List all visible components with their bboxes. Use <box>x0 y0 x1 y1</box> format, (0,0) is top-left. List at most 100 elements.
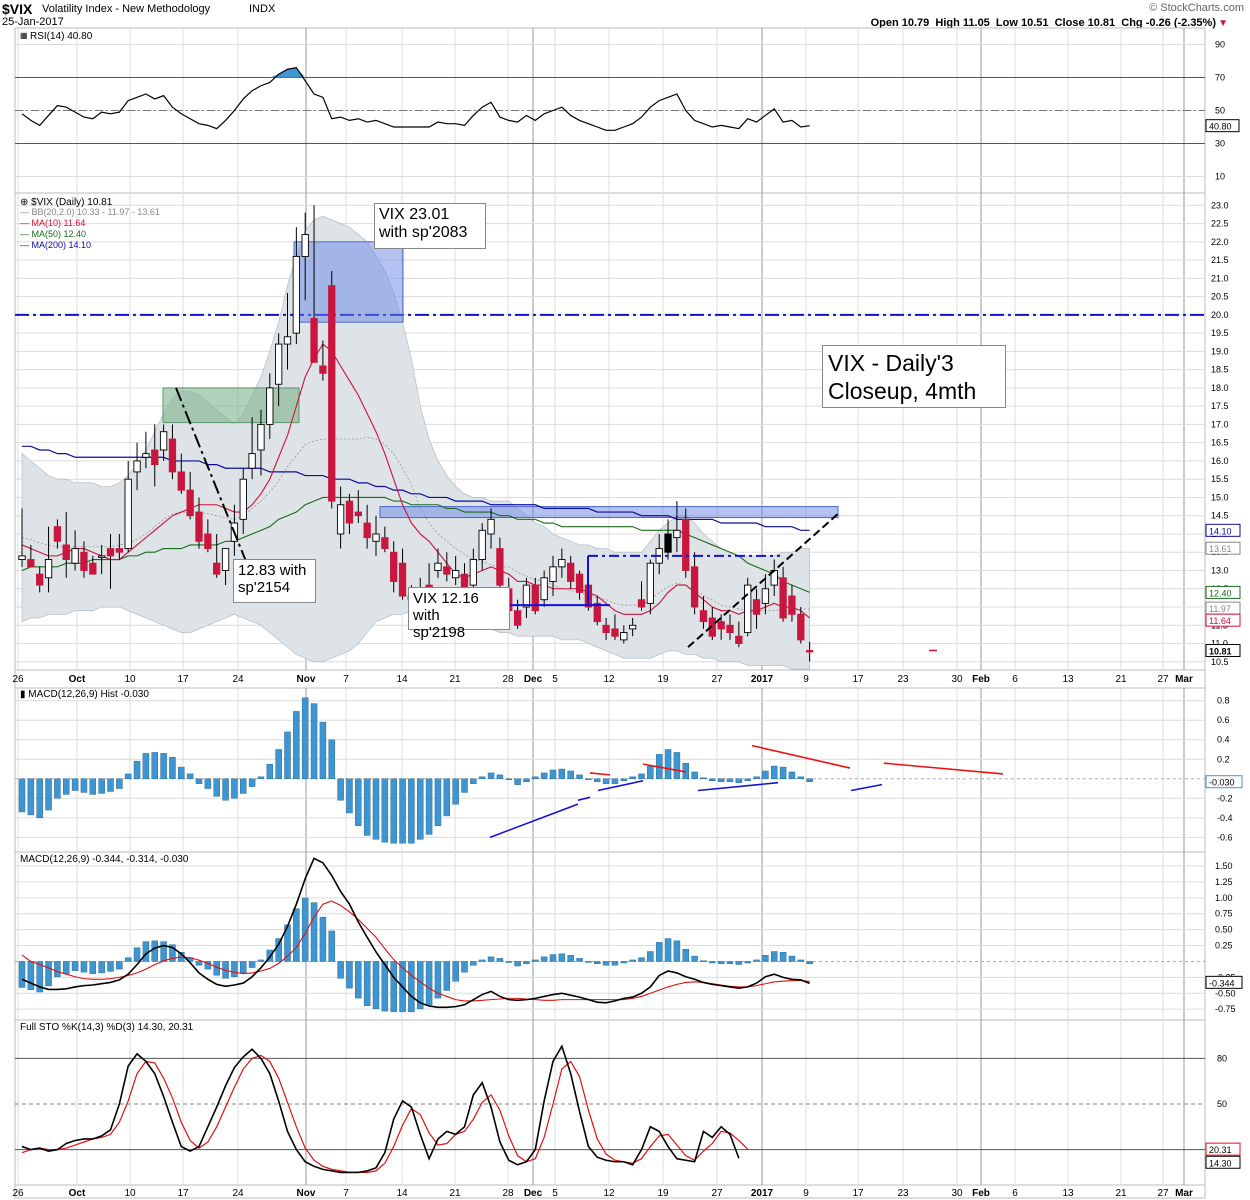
rsi-tick: 70 <box>1215 73 1225 83</box>
macd-tick: -0.75 <box>1215 1004 1236 1014</box>
macd-hist-bar <box>257 776 265 780</box>
price-tick: 18.0 <box>1211 383 1229 393</box>
macd-panel-hist-bar <box>461 961 468 973</box>
candle-body <box>115 548 124 553</box>
macd-panel-hist-bar <box>63 961 70 974</box>
candle-body <box>142 453 150 458</box>
hist-divergence-red <box>589 772 611 776</box>
macd-panel-hist-bar <box>788 955 796 962</box>
macd-panel-hist-bar <box>319 916 327 962</box>
ma200-label: — MA(200) 14.10 <box>20 240 91 250</box>
macd-panel-hist-bar <box>806 961 813 964</box>
candle-body <box>159 431 168 451</box>
macd-value-tag-box <box>1205 975 1243 989</box>
price-value-tag: 11.97 <box>1209 604 1231 614</box>
macd-hist-bar <box>594 778 601 782</box>
candle-body <box>62 544 70 560</box>
price-tick: 17.5 <box>1211 401 1229 411</box>
candle-body <box>53 526 62 542</box>
price-value-tag-box <box>1205 613 1241 627</box>
candle-body <box>593 602 601 623</box>
x-label-bottom: Mar <box>1175 1188 1193 1199</box>
macd-hist-bar <box>664 749 672 780</box>
ma50-label: — MA(50) 12.40 <box>20 229 86 239</box>
price-tick: 14.5 <box>1211 511 1229 521</box>
x-label-bottom: 7 <box>343 1188 349 1199</box>
candle-body <box>133 460 141 473</box>
x-label-bottom: 19 <box>657 1188 669 1199</box>
macd-hist-bar <box>36 778 43 819</box>
x-label-bottom: 21 <box>1115 1188 1127 1199</box>
x-label-bottom: Nov <box>297 1188 316 1199</box>
macd-panel-hist-bar <box>169 944 176 962</box>
macd-hist-bar <box>771 765 778 780</box>
macd-hist-bar <box>523 778 530 782</box>
candle-body <box>761 588 770 604</box>
rsi-tick: 50 <box>1215 106 1225 116</box>
macd-panel-hist-bar <box>107 961 114 972</box>
candle-body <box>213 562 221 575</box>
macd-panel-hist-bar <box>540 956 548 962</box>
candle-body <box>611 628 619 637</box>
panel-frame-hist <box>14 687 1206 853</box>
macd-value-tag: -0.344 <box>1209 978 1235 988</box>
chart-title-line2: Closeup, 4mth <box>828 378 977 404</box>
hist-divergence-blue <box>577 796 591 802</box>
price-tick: 15.5 <box>1211 474 1229 484</box>
candle-body <box>629 624 637 630</box>
macd-hist-bar <box>417 778 424 840</box>
candle-body <box>806 650 814 653</box>
panel-frame-macd <box>14 851 1206 1021</box>
chart-title-annotation: VIX - Daily'3 Closeup, 4mth <box>822 345 1006 408</box>
macd-panel-hist-bar <box>275 938 282 962</box>
candle-body <box>168 438 177 473</box>
x-label-bottom: 27 <box>711 1188 723 1199</box>
x-label: 27 <box>711 674 723 685</box>
macd-hist-bar <box>89 778 97 795</box>
candle-body <box>106 548 115 557</box>
macd-panel-hist-bar <box>771 951 778 962</box>
macd-hist-bar <box>514 778 521 785</box>
watermark: © StockCharts.com <box>1149 2 1244 14</box>
macd-hist-bar <box>195 778 203 784</box>
macd-hist-bar <box>549 769 557 780</box>
annotation-vix-high-line2: with sp'2083 <box>379 224 468 241</box>
hist-tick: -0.2 <box>1217 793 1233 803</box>
macd-hist-bar <box>328 739 335 780</box>
macd-hist-bar <box>532 776 539 780</box>
macd-hist-bar <box>709 778 716 781</box>
candle-body <box>336 504 345 535</box>
x-label-bottom: 9 <box>803 1188 809 1199</box>
candle-body <box>779 577 787 619</box>
macd-hist-bar <box>63 778 70 795</box>
macd-hist-bar <box>567 770 574 780</box>
macd-panel-hist-bar <box>452 961 459 982</box>
x-axis-band-bottom <box>14 1184 1206 1199</box>
macd-hist-bar <box>408 778 415 844</box>
x-label-bottom: 26 <box>12 1188 24 1199</box>
price-tick: 21.5 <box>1211 255 1229 265</box>
macd-panel-hist-bar <box>248 961 256 968</box>
macd-panel-hist-bar <box>443 961 451 991</box>
annotation-vix-high: VIX 23.01 with sp'2083 <box>374 203 486 249</box>
symbol: $VIX <box>2 1 33 17</box>
candle-body <box>788 595 796 615</box>
macd-panel-hist-bar <box>372 961 380 1010</box>
macd-hist-bar <box>310 703 318 780</box>
macd-hist-bar <box>470 778 477 784</box>
macd-panel-hist-bar <box>523 961 530 964</box>
x-label-bottom: 27 <box>1157 1188 1169 1199</box>
x-label-bottom: 17 <box>852 1188 864 1199</box>
macd-panel-hist-bar <box>231 961 238 977</box>
x-label-bottom: 10 <box>124 1188 136 1199</box>
macd-panel-hist-bar <box>717 961 725 964</box>
x-label: 14 <box>396 674 408 685</box>
macd-hist-bar <box>346 778 353 814</box>
macd-panel-hist-bar <box>71 961 79 971</box>
macd-hist-bar <box>540 772 548 780</box>
macd-hist-bar <box>151 752 158 780</box>
macd-hist-bar <box>381 778 389 843</box>
price-value-tag: 10.81 <box>1209 646 1232 656</box>
hist-value-tag: -0.030 <box>1209 778 1235 788</box>
x-label: 13 <box>1062 674 1074 685</box>
